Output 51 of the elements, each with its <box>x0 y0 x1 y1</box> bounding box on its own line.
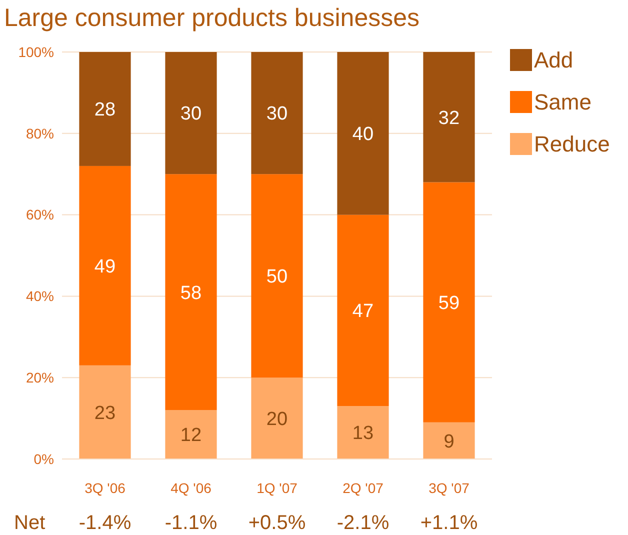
legend-label: Add <box>534 48 574 73</box>
y-tick-label: 40% <box>26 288 54 304</box>
data-label: 40 <box>352 124 374 146</box>
text: +0.5% <box>248 512 306 534</box>
y-tick-label: 80% <box>26 125 54 142</box>
chart-title: Large consumer products businesses <box>4 4 420 32</box>
bar <box>251 52 303 174</box>
bar <box>337 52 389 215</box>
bar <box>165 52 217 174</box>
legend-label: Reduce <box>534 132 610 157</box>
data-label: 20 <box>266 408 288 430</box>
data-label: 58 <box>180 282 202 304</box>
x-tick-label: 3Q '06 <box>84 480 126 496</box>
y-tick-label: 0% <box>34 450 54 467</box>
bar <box>79 166 131 366</box>
bar <box>337 406 389 459</box>
text: Net <box>14 512 46 534</box>
data-label: 12 <box>180 425 202 446</box>
text: -1.1% <box>164 512 218 534</box>
text: +1.1% <box>420 512 478 534</box>
data-label: 28 <box>94 100 116 121</box>
bar <box>423 422 475 459</box>
bar <box>423 182 475 422</box>
data-label: 47 <box>352 301 374 322</box>
text: -1.4% <box>78 512 132 534</box>
data-label: 30 <box>266 104 288 125</box>
bar <box>165 174 217 410</box>
bar <box>165 410 217 459</box>
bar <box>251 174 303 378</box>
x-tick-label: 3Q '07 <box>428 480 470 496</box>
data-label: 9 <box>444 431 454 452</box>
data-label: 23 <box>94 402 116 424</box>
text: -2.1% <box>336 512 390 534</box>
x-tick-label: 4Q '06 <box>170 480 212 496</box>
data-label: 59 <box>438 292 460 314</box>
data-label: 32 <box>438 108 460 129</box>
bar <box>423 52 475 182</box>
data-label: 13 <box>352 423 374 444</box>
bar <box>79 365 131 459</box>
data-label: 49 <box>94 256 116 278</box>
y-tick-label: 100% <box>18 44 54 60</box>
data-label: 30 <box>180 104 202 125</box>
bar <box>79 52 131 166</box>
y-tick-label: 60% <box>26 206 54 223</box>
legend-label: Same <box>534 90 592 115</box>
bar <box>337 214 389 406</box>
bar <box>251 378 303 459</box>
x-tick-label: 1Q '07 <box>256 480 298 496</box>
x-tick-label: 2Q '07 <box>342 480 384 496</box>
data-label: 50 <box>266 266 288 288</box>
y-tick-label: 20% <box>26 370 54 386</box>
